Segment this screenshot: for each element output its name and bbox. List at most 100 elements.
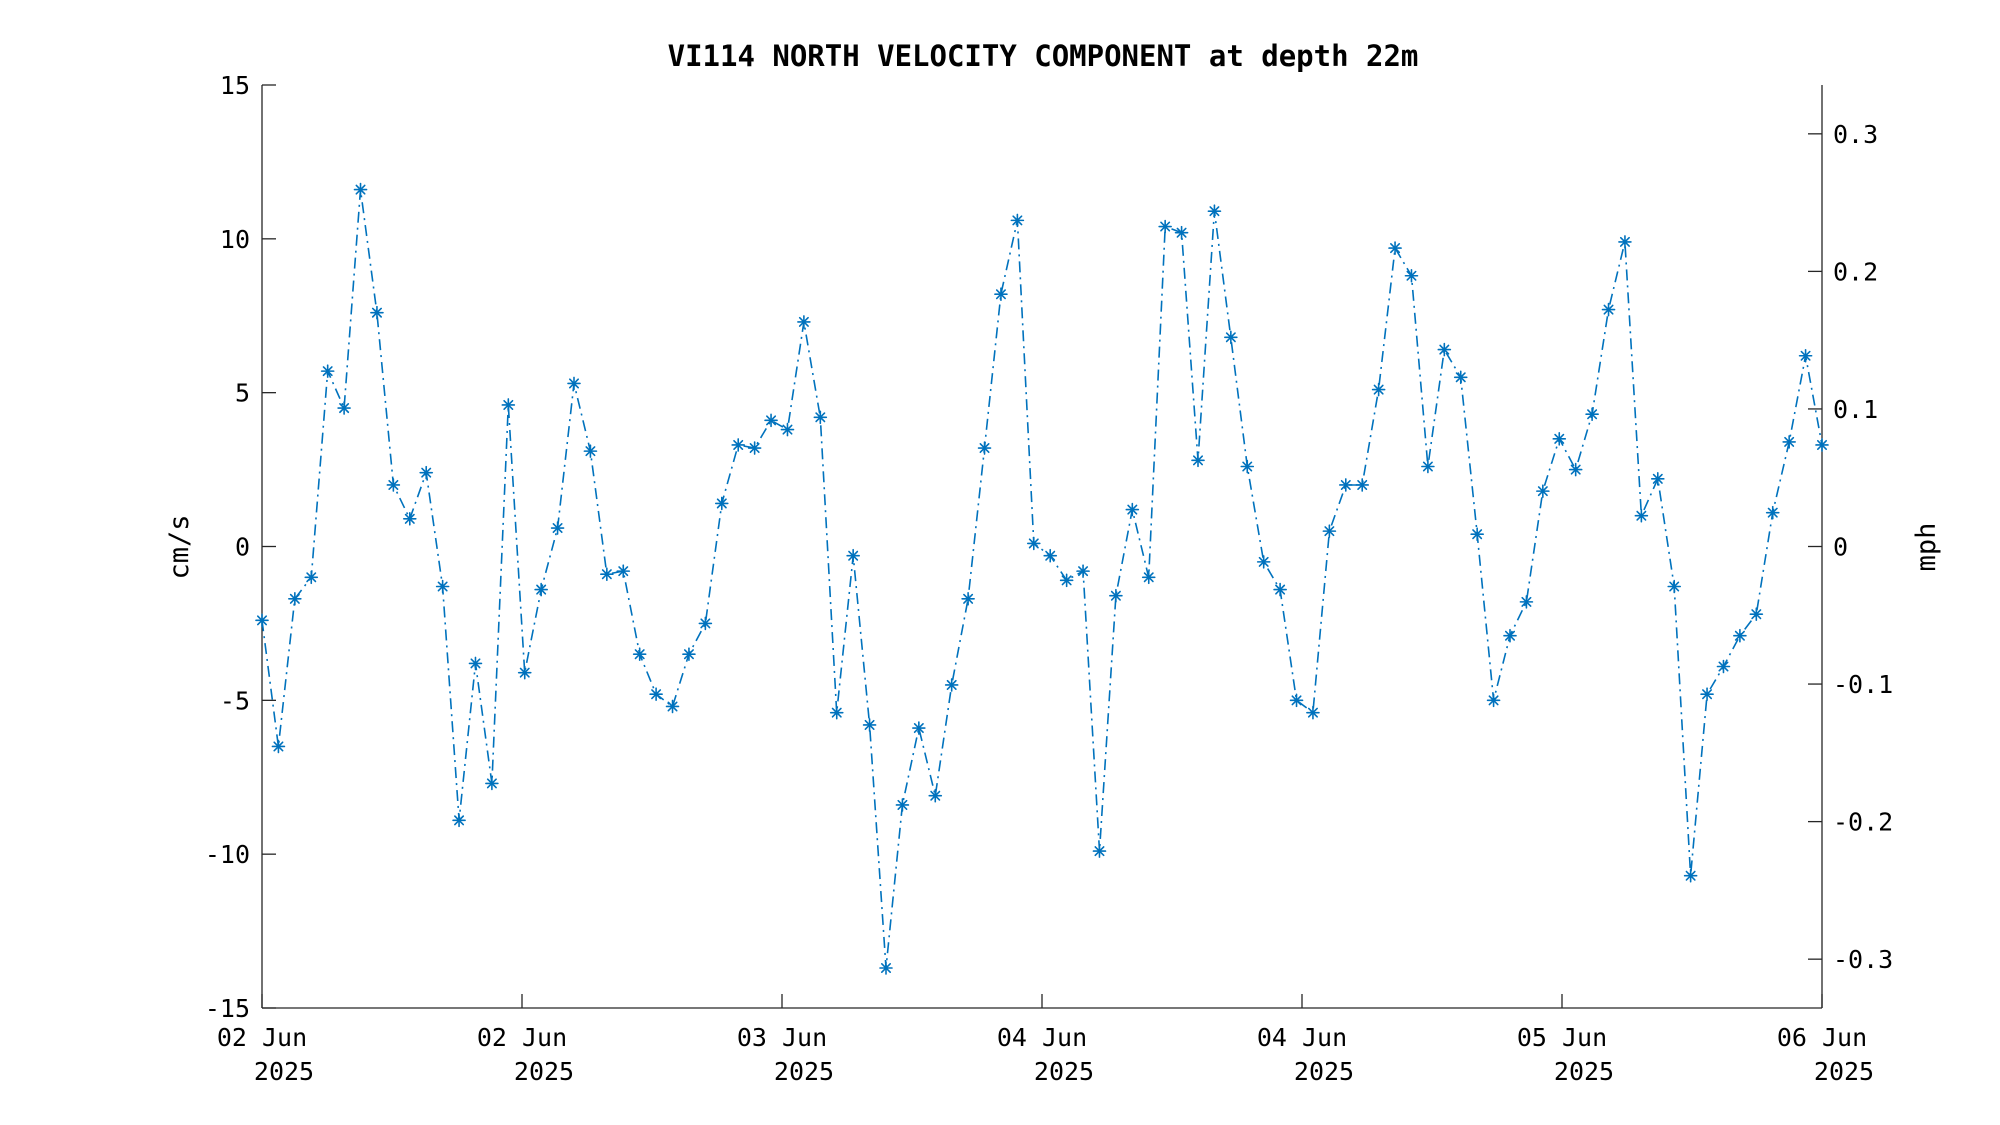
x-tick-label: 02 Jun	[477, 1023, 567, 1052]
data-point	[1700, 687, 1714, 701]
data-point	[1174, 225, 1189, 240]
data-point	[1683, 868, 1698, 883]
series-line	[261, 189, 1823, 969]
data-point	[994, 287, 1008, 302]
data-point	[1059, 573, 1074, 588]
y-tick-label: 10	[220, 225, 250, 254]
data-point	[534, 582, 548, 597]
data-point	[1026, 536, 1041, 551]
data-point	[567, 376, 581, 391]
data-point	[895, 798, 910, 812]
data-point	[632, 647, 647, 661]
data-point	[337, 401, 351, 415]
x-tick-label: 02 Jun	[217, 1023, 307, 1052]
data-point	[1568, 462, 1583, 477]
data-point	[1782, 435, 1796, 449]
y2-tick-label: -0.2	[1833, 808, 1893, 837]
x-tick-label: 05 Jun	[1517, 1023, 1607, 1052]
axes	[261, 85, 1823, 1009]
data-point	[1601, 302, 1616, 317]
y-tick-label: 5	[235, 379, 250, 408]
data-point	[1240, 459, 1255, 474]
data-point	[1289, 693, 1304, 708]
x-tick-year-label: 2025	[254, 1057, 314, 1086]
data-point	[649, 687, 663, 701]
plot-area	[255, 182, 1829, 975]
data-point	[1453, 370, 1468, 385]
data-point	[271, 739, 286, 754]
data-point	[714, 496, 729, 511]
x-tick-label: 04 Jun	[997, 1023, 1087, 1052]
data-point	[1815, 438, 1829, 452]
x-tick-label: 04 Jun	[1257, 1023, 1347, 1052]
data-point	[862, 718, 877, 732]
data-point	[944, 678, 959, 692]
data-point	[1503, 628, 1517, 643]
data-point	[1618, 235, 1632, 249]
data-point	[1650, 472, 1665, 486]
data-point	[304, 570, 319, 585]
data-point	[1470, 527, 1484, 541]
data-point	[879, 961, 893, 975]
y2-axis-label: mph	[1911, 523, 1942, 572]
y2-tick-label: -0.3	[1833, 945, 1893, 974]
data-point	[485, 776, 499, 791]
data-point	[1634, 508, 1649, 523]
data-point	[813, 410, 828, 425]
data-point	[1421, 459, 1435, 474]
data-point	[353, 182, 368, 197]
data-point	[1256, 555, 1271, 569]
data-point	[1273, 582, 1287, 597]
x-tick-year-label: 2025	[1814, 1057, 1874, 1086]
data-point	[419, 465, 434, 480]
data-point	[1092, 844, 1107, 858]
data-point	[846, 548, 860, 563]
y-axis-label: cm/s	[164, 514, 195, 579]
data-point	[1536, 484, 1550, 498]
data-point	[1109, 588, 1123, 603]
data-point	[1404, 268, 1419, 283]
y-tick-label: -15	[205, 994, 250, 1023]
data-point	[912, 721, 926, 735]
data-point	[665, 699, 680, 714]
data-point	[1010, 213, 1025, 228]
data-point	[1338, 478, 1353, 492]
data-point	[1716, 659, 1731, 674]
data-point	[320, 364, 335, 378]
y2-tick-label: -0.1	[1833, 670, 1893, 699]
data-point	[1043, 548, 1058, 563]
data-point	[435, 579, 450, 594]
data-point	[1552, 432, 1567, 446]
axis-ticks: -15 -10 -5 0 5 10 15 -0.3 -0.2 -0.1 0 0.1 0.2 0.3 02 J…	[205, 71, 1893, 1086]
data-point	[1355, 478, 1370, 492]
data-point	[583, 444, 598, 458]
y2-tick-label: 0	[1833, 533, 1848, 562]
data-point	[1437, 342, 1452, 357]
y-tick-label: -5	[220, 686, 250, 715]
chart-title: VI114 NORTH VELOCITY COMPONENT at depth …	[668, 39, 1419, 73]
data-point	[1519, 595, 1534, 609]
data-point	[731, 438, 746, 452]
x-tick-year-label: 2025	[774, 1057, 834, 1086]
data-point	[764, 413, 778, 428]
data-point	[780, 422, 795, 437]
y2-tick-label: 0.3	[1833, 120, 1878, 149]
data-point	[1322, 524, 1337, 538]
data-point	[797, 315, 811, 329]
data-point	[961, 592, 975, 606]
data-point	[517, 665, 532, 680]
data-point	[1306, 705, 1320, 720]
data-point	[1158, 219, 1172, 234]
data-point	[829, 705, 844, 720]
data-point	[1749, 607, 1764, 621]
x-tick-year-label: 2025	[514, 1057, 574, 1086]
x-tick-year-label: 2025	[1294, 1057, 1354, 1086]
data-point	[682, 647, 696, 661]
data-point	[616, 564, 631, 578]
y2-tick-label: 0.2	[1833, 257, 1878, 286]
data-point	[1798, 348, 1813, 363]
data-point	[1141, 570, 1156, 585]
data-point	[452, 813, 466, 828]
data-point	[1585, 407, 1599, 422]
